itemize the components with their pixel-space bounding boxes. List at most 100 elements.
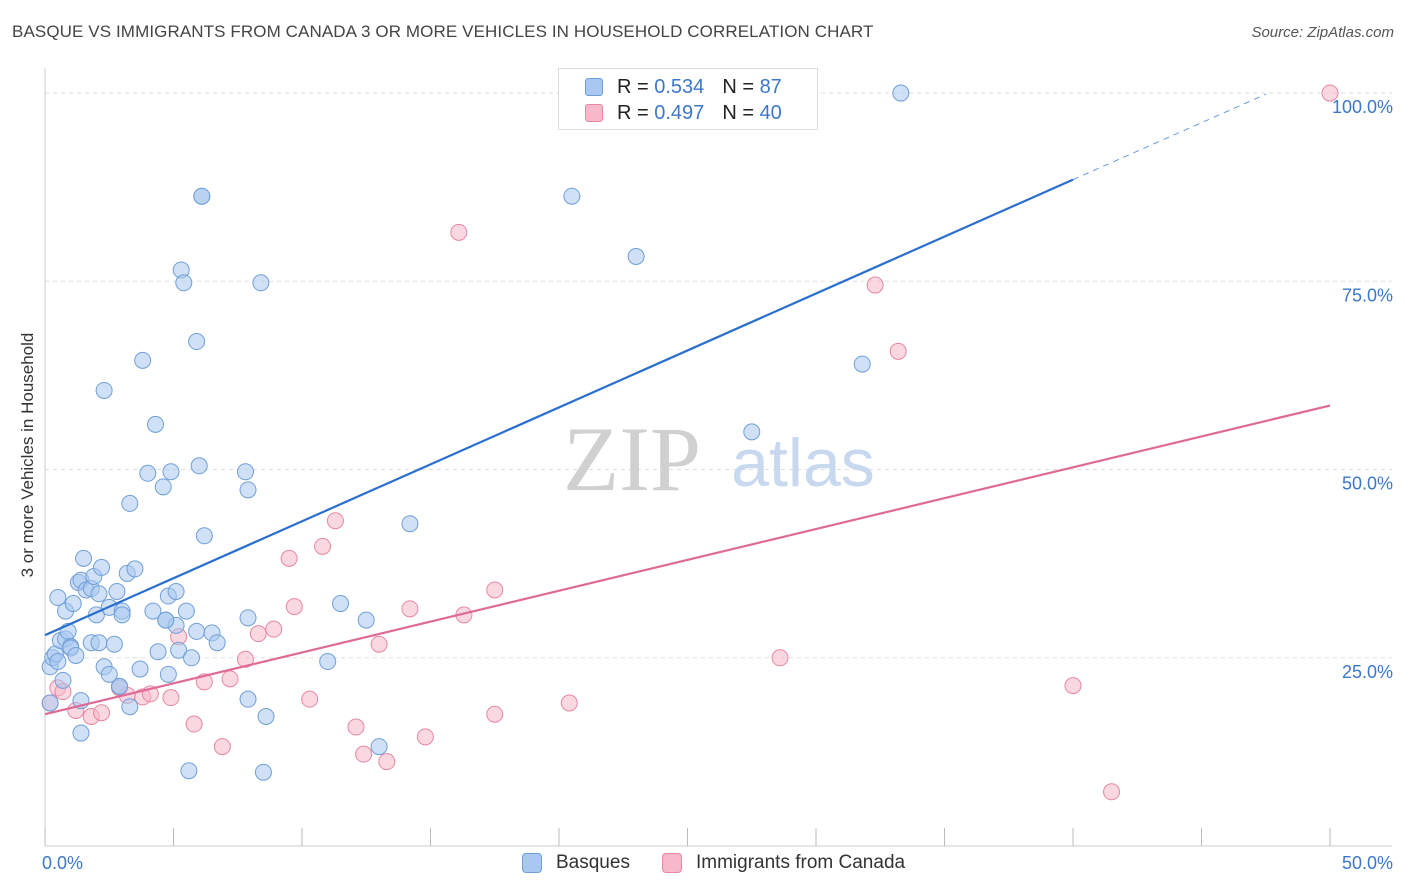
basques-point <box>239 481 257 499</box>
basques-point <box>239 609 257 627</box>
legend-n-label: N = <box>722 101 754 124</box>
basques-point <box>64 595 82 613</box>
immigrants-from-canada-point <box>416 728 434 746</box>
basques-point <box>853 355 871 373</box>
basques-point <box>170 641 188 659</box>
legend-n-value: 40 <box>759 101 782 124</box>
basques-point <box>108 583 126 601</box>
basques-point <box>236 463 254 481</box>
basques-point <box>627 247 645 265</box>
basques-point <box>139 464 157 482</box>
basques-point <box>41 694 59 712</box>
basques-point <box>100 665 118 683</box>
basques-point <box>90 585 108 603</box>
basques-point <box>67 647 85 665</box>
bottom-legend-label: Basques <box>556 852 630 873</box>
immigrants-from-canada-point <box>236 650 254 668</box>
basques-point <box>257 707 275 725</box>
immigrants-from-canada-point <box>249 625 267 643</box>
legend: R = 0.534 N = 87 R = 0.497 N = 40 <box>558 68 818 130</box>
y-tick-label: 75.0% <box>1342 285 1393 305</box>
basques-point <box>111 677 129 695</box>
immigrants-from-canada-point <box>326 512 344 530</box>
tick-labels: 25.0% 50.0% 75.0% 100.0% 0.0% 50.0% <box>42 97 1393 873</box>
basques-point <box>113 606 131 624</box>
y-tick-label: 100.0% <box>1332 97 1393 117</box>
legend-r-label: R = <box>617 75 649 98</box>
immigrants-from-canada-point <box>314 537 332 555</box>
legend-r-value: 0.534 <box>654 75 705 98</box>
basques-point <box>147 415 165 433</box>
immigrants-from-canada-point <box>162 689 180 707</box>
basques-point <box>193 187 211 205</box>
y-tick-label: 25.0% <box>1342 662 1393 682</box>
basques-point <box>167 583 185 601</box>
basques-point <box>743 423 761 441</box>
basques-point <box>180 762 198 780</box>
immigrants-from-canada-point <box>450 223 468 241</box>
grid-lines <box>45 92 1392 659</box>
basques-point <box>188 333 206 351</box>
basques-point <box>357 611 375 629</box>
basques-point <box>332 595 350 613</box>
chart-title: BASQUE VS IMMIGRANTS FROM CANADA 3 OR MO… <box>12 22 874 41</box>
basques-point <box>157 611 175 629</box>
immigrants-from-canada-point <box>213 738 231 756</box>
immigrants-from-canada-trend-line <box>44 404 1331 716</box>
basques-point <box>254 763 272 781</box>
immigrants-from-canada-point <box>1321 84 1339 102</box>
immigrants-from-canada-point <box>265 620 283 638</box>
immigrants-from-canada-point <box>221 670 239 688</box>
immigrants-from-canada-point <box>486 705 504 723</box>
immigrants-from-canada-point <box>771 649 789 667</box>
basques-point <box>144 602 162 620</box>
immigrants-from-canada-point <box>93 704 111 722</box>
immigrants-from-canada-point <box>370 635 388 653</box>
basques-point <box>563 187 581 205</box>
basques-point <box>159 665 177 683</box>
basques-point <box>370 738 388 756</box>
basques-point <box>162 463 180 481</box>
basques-point <box>190 457 208 475</box>
legend-r-value: 0.497 <box>654 101 705 124</box>
basques-point <box>892 84 910 102</box>
basques-point <box>154 478 172 496</box>
basques-point <box>90 634 108 652</box>
immigrants-from-canada-point <box>285 598 303 616</box>
immigrants-from-canada-point <box>280 549 298 567</box>
immigrants-from-canada-point <box>378 753 396 771</box>
basques-point <box>149 643 167 661</box>
bottom-legend-label: Immigrants from Canada <box>696 852 906 873</box>
basques-point <box>49 653 67 671</box>
basques-point <box>319 653 337 671</box>
y-tick-label: 50.0% <box>1342 474 1393 494</box>
immigrants-from-canada-point <box>355 745 373 763</box>
basques-point <box>134 351 152 369</box>
basques-point <box>75 549 93 567</box>
immigrants-from-canada-point <box>1103 783 1121 801</box>
x-tick-label: 50.0% <box>1342 853 1393 873</box>
basques-point <box>126 560 144 578</box>
basques-point <box>121 494 139 512</box>
bottom-legend-swatch-pink <box>662 853 682 873</box>
immigrants-from-canada-point <box>185 715 203 733</box>
basques-point <box>188 622 206 640</box>
basques-trend-extension <box>1072 93 1266 181</box>
bottom-legend-basques: Basques <box>522 852 630 874</box>
basques-point <box>208 634 226 652</box>
basques-point <box>131 660 149 678</box>
bottom-legend-immigrants-from-canada: Immigrants from Canada <box>662 852 905 874</box>
immigrants-from-canada-point <box>1064 677 1082 695</box>
legend-n-value: 87 <box>759 75 782 98</box>
series-immigrants-from-canada-points <box>41 84 1339 801</box>
immigrants-from-canada-point <box>347 718 365 736</box>
basques-point <box>93 558 111 576</box>
legend-row-basques: R = 0.534 N = 87 <box>585 74 782 100</box>
immigrants-from-canada-point <box>301 690 319 708</box>
immigrants-from-canada-point <box>889 342 907 360</box>
trend-lines <box>44 93 1331 716</box>
immigrants-from-canada-point <box>486 581 504 599</box>
basques-point <box>195 527 213 545</box>
basques-point <box>72 724 90 742</box>
